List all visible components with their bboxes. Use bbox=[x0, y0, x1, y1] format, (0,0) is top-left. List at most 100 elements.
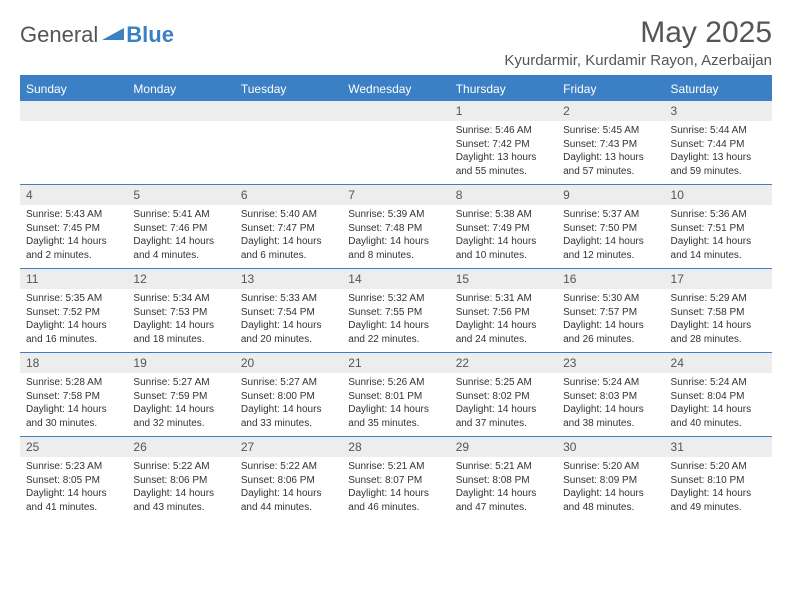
day-daylight: Daylight: 14 hours and 14 minutes. bbox=[671, 235, 766, 262]
day-daylight: Daylight: 14 hours and 20 minutes. bbox=[241, 319, 336, 346]
day-cell: 30Sunrise: 5:20 AMSunset: 8:09 PMDayligh… bbox=[557, 437, 664, 520]
day-cell: 23Sunrise: 5:24 AMSunset: 8:03 PMDayligh… bbox=[557, 353, 664, 436]
day-cell bbox=[235, 101, 342, 184]
day-number: 23 bbox=[557, 353, 664, 373]
day-cell: 13Sunrise: 5:33 AMSunset: 7:54 PMDayligh… bbox=[235, 269, 342, 352]
day-sunrise: Sunrise: 5:21 AM bbox=[348, 460, 443, 474]
day-sunset: Sunset: 7:42 PM bbox=[456, 138, 551, 152]
day-body: Sunrise: 5:33 AMSunset: 7:54 PMDaylight:… bbox=[235, 289, 342, 352]
day-cell: 25Sunrise: 5:23 AMSunset: 8:05 PMDayligh… bbox=[20, 437, 127, 520]
day-sunset: Sunset: 7:49 PM bbox=[456, 222, 551, 236]
day-body: Sunrise: 5:41 AMSunset: 7:46 PMDaylight:… bbox=[127, 205, 234, 268]
day-daylight: Daylight: 14 hours and 2 minutes. bbox=[26, 235, 121, 262]
day-number: 19 bbox=[127, 353, 234, 373]
day-number: 3 bbox=[665, 101, 772, 121]
day-number: 5 bbox=[127, 185, 234, 205]
day-body: Sunrise: 5:32 AMSunset: 7:55 PMDaylight:… bbox=[342, 289, 449, 352]
week-row: 18Sunrise: 5:28 AMSunset: 7:58 PMDayligh… bbox=[20, 352, 772, 436]
day-cell: 2Sunrise: 5:45 AMSunset: 7:43 PMDaylight… bbox=[557, 101, 664, 184]
day-sunset: Sunset: 7:55 PM bbox=[348, 306, 443, 320]
day-number: 11 bbox=[20, 269, 127, 289]
day-number: 13 bbox=[235, 269, 342, 289]
day-number: 21 bbox=[342, 353, 449, 373]
day-cell: 31Sunrise: 5:20 AMSunset: 8:10 PMDayligh… bbox=[665, 437, 772, 520]
dow-cell: Thursday bbox=[450, 77, 557, 101]
day-daylight: Daylight: 14 hours and 38 minutes. bbox=[563, 403, 658, 430]
day-sunset: Sunset: 7:54 PM bbox=[241, 306, 336, 320]
header: General Blue May 2025 Kyurdarmir, Kurdam… bbox=[20, 16, 772, 69]
day-number bbox=[235, 101, 342, 121]
day-daylight: Daylight: 14 hours and 41 minutes. bbox=[26, 487, 121, 514]
dow-cell: Sunday bbox=[20, 77, 127, 101]
day-cell: 3Sunrise: 5:44 AMSunset: 7:44 PMDaylight… bbox=[665, 101, 772, 184]
day-sunset: Sunset: 8:09 PM bbox=[563, 474, 658, 488]
day-sunrise: Sunrise: 5:38 AM bbox=[456, 208, 551, 222]
day-number: 30 bbox=[557, 437, 664, 457]
day-sunset: Sunset: 8:06 PM bbox=[133, 474, 228, 488]
day-body: Sunrise: 5:21 AMSunset: 8:08 PMDaylight:… bbox=[450, 457, 557, 520]
day-daylight: Daylight: 14 hours and 40 minutes. bbox=[671, 403, 766, 430]
day-sunrise: Sunrise: 5:27 AM bbox=[133, 376, 228, 390]
day-body: Sunrise: 5:27 AMSunset: 7:59 PMDaylight:… bbox=[127, 373, 234, 436]
day-number: 15 bbox=[450, 269, 557, 289]
day-daylight: Daylight: 13 hours and 57 minutes. bbox=[563, 151, 658, 178]
day-body: Sunrise: 5:43 AMSunset: 7:45 PMDaylight:… bbox=[20, 205, 127, 268]
day-sunset: Sunset: 7:47 PM bbox=[241, 222, 336, 236]
day-sunset: Sunset: 8:03 PM bbox=[563, 390, 658, 404]
day-number: 22 bbox=[450, 353, 557, 373]
day-daylight: Daylight: 14 hours and 22 minutes. bbox=[348, 319, 443, 346]
brand-part2: Blue bbox=[126, 22, 174, 48]
day-body: Sunrise: 5:22 AMSunset: 8:06 PMDaylight:… bbox=[127, 457, 234, 520]
day-cell: 27Sunrise: 5:22 AMSunset: 8:06 PMDayligh… bbox=[235, 437, 342, 520]
day-sunrise: Sunrise: 5:23 AM bbox=[26, 460, 121, 474]
day-sunrise: Sunrise: 5:34 AM bbox=[133, 292, 228, 306]
day-sunrise: Sunrise: 5:31 AM bbox=[456, 292, 551, 306]
day-daylight: Daylight: 14 hours and 49 minutes. bbox=[671, 487, 766, 514]
day-body bbox=[127, 121, 234, 130]
day-sunset: Sunset: 7:57 PM bbox=[563, 306, 658, 320]
day-daylight: Daylight: 14 hours and 12 minutes. bbox=[563, 235, 658, 262]
day-cell: 21Sunrise: 5:26 AMSunset: 8:01 PMDayligh… bbox=[342, 353, 449, 436]
day-cell: 9Sunrise: 5:37 AMSunset: 7:50 PMDaylight… bbox=[557, 185, 664, 268]
day-cell: 7Sunrise: 5:39 AMSunset: 7:48 PMDaylight… bbox=[342, 185, 449, 268]
day-cell bbox=[127, 101, 234, 184]
day-number: 26 bbox=[127, 437, 234, 457]
day-sunrise: Sunrise: 5:43 AM bbox=[26, 208, 121, 222]
day-body: Sunrise: 5:23 AMSunset: 8:05 PMDaylight:… bbox=[20, 457, 127, 520]
day-daylight: Daylight: 14 hours and 18 minutes. bbox=[133, 319, 228, 346]
day-number: 25 bbox=[20, 437, 127, 457]
day-number: 29 bbox=[450, 437, 557, 457]
day-body: Sunrise: 5:25 AMSunset: 8:02 PMDaylight:… bbox=[450, 373, 557, 436]
day-body: Sunrise: 5:34 AMSunset: 7:53 PMDaylight:… bbox=[127, 289, 234, 352]
day-sunrise: Sunrise: 5:21 AM bbox=[456, 460, 551, 474]
day-cell: 20Sunrise: 5:27 AMSunset: 8:00 PMDayligh… bbox=[235, 353, 342, 436]
day-sunset: Sunset: 8:00 PM bbox=[241, 390, 336, 404]
day-body bbox=[342, 121, 449, 130]
day-cell: 26Sunrise: 5:22 AMSunset: 8:06 PMDayligh… bbox=[127, 437, 234, 520]
day-number: 4 bbox=[20, 185, 127, 205]
day-sunrise: Sunrise: 5:24 AM bbox=[671, 376, 766, 390]
day-number: 7 bbox=[342, 185, 449, 205]
day-sunrise: Sunrise: 5:46 AM bbox=[456, 124, 551, 138]
day-sunset: Sunset: 7:44 PM bbox=[671, 138, 766, 152]
day-sunset: Sunset: 8:07 PM bbox=[348, 474, 443, 488]
day-sunset: Sunset: 7:45 PM bbox=[26, 222, 121, 236]
day-sunset: Sunset: 7:53 PM bbox=[133, 306, 228, 320]
day-daylight: Daylight: 14 hours and 4 minutes. bbox=[133, 235, 228, 262]
day-cell: 17Sunrise: 5:29 AMSunset: 7:58 PMDayligh… bbox=[665, 269, 772, 352]
day-sunrise: Sunrise: 5:20 AM bbox=[671, 460, 766, 474]
day-daylight: Daylight: 14 hours and 44 minutes. bbox=[241, 487, 336, 514]
day-number: 20 bbox=[235, 353, 342, 373]
day-daylight: Daylight: 14 hours and 46 minutes. bbox=[348, 487, 443, 514]
day-number: 18 bbox=[20, 353, 127, 373]
day-cell: 24Sunrise: 5:24 AMSunset: 8:04 PMDayligh… bbox=[665, 353, 772, 436]
day-body: Sunrise: 5:20 AMSunset: 8:09 PMDaylight:… bbox=[557, 457, 664, 520]
day-number: 14 bbox=[342, 269, 449, 289]
day-cell: 16Sunrise: 5:30 AMSunset: 7:57 PMDayligh… bbox=[557, 269, 664, 352]
day-cell: 22Sunrise: 5:25 AMSunset: 8:02 PMDayligh… bbox=[450, 353, 557, 436]
day-body: Sunrise: 5:22 AMSunset: 8:06 PMDaylight:… bbox=[235, 457, 342, 520]
day-cell: 5Sunrise: 5:41 AMSunset: 7:46 PMDaylight… bbox=[127, 185, 234, 268]
calendar: SundayMondayTuesdayWednesdayThursdayFrid… bbox=[20, 75, 772, 520]
day-cell: 18Sunrise: 5:28 AMSunset: 7:58 PMDayligh… bbox=[20, 353, 127, 436]
day-body: Sunrise: 5:44 AMSunset: 7:44 PMDaylight:… bbox=[665, 121, 772, 184]
